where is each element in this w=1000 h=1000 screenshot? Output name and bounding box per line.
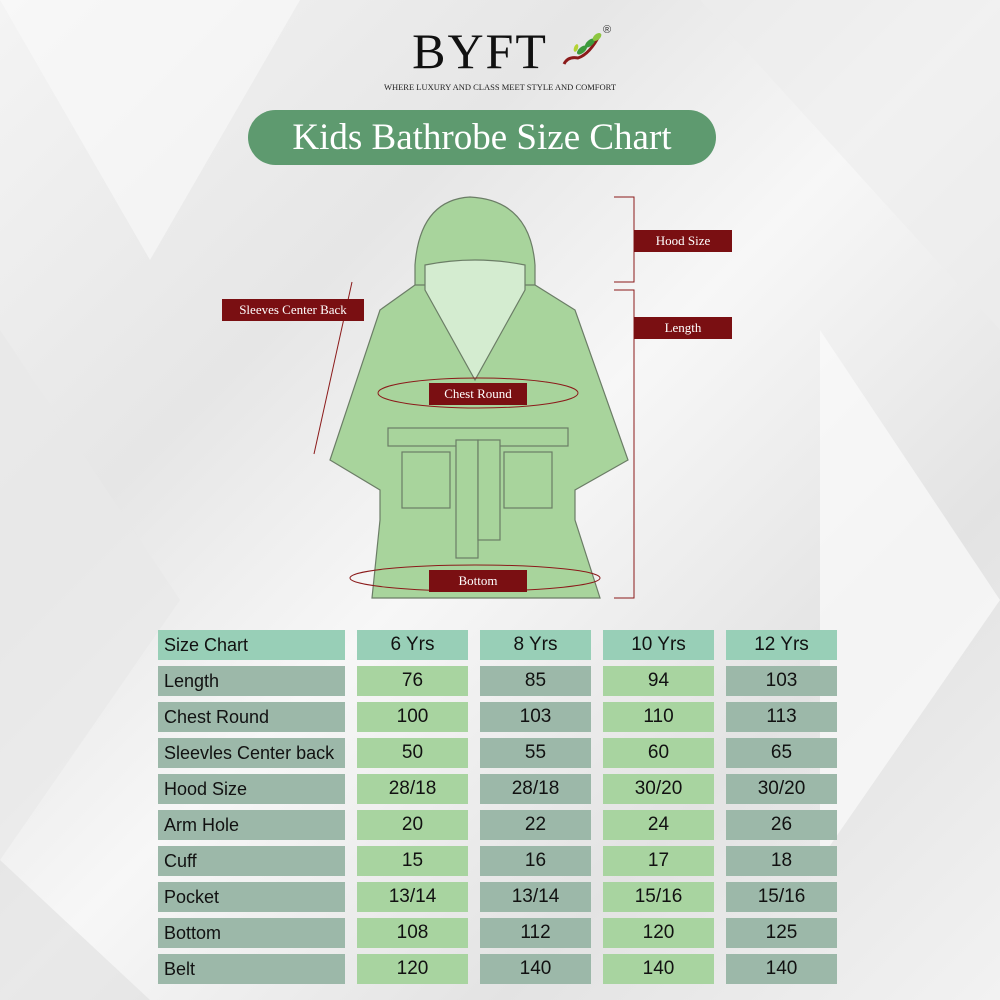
table-cell: 50 — [357, 738, 468, 768]
table-header-row: Size Chart 6 Yrs 8 Yrs 10 Yrs 12 Yrs — [158, 630, 837, 660]
table-cell: 94 — [603, 666, 714, 696]
table-cell: 140 — [726, 954, 837, 984]
row-label: Length — [158, 666, 345, 696]
table-cell: 108 — [357, 918, 468, 948]
table-cell: 60 — [603, 738, 714, 768]
row-label: Chest Round — [158, 702, 345, 732]
table-cell: 15 — [357, 846, 468, 876]
table-cell: 13/14 — [480, 882, 591, 912]
table-cell: 140 — [603, 954, 714, 984]
table-cell: 26 — [726, 810, 837, 840]
table-row: Cuff 15 16 17 18 — [158, 846, 837, 876]
header-cell: 12 Yrs — [726, 630, 837, 660]
table-cell: 65 — [726, 738, 837, 768]
table-cell: 103 — [480, 702, 591, 732]
table-row: Length 76 85 94 103 — [158, 666, 837, 696]
table-cell: 120 — [603, 918, 714, 948]
table-cell: 15/16 — [726, 882, 837, 912]
table-cell: 17 — [603, 846, 714, 876]
row-label: Sleevles Center back — [158, 738, 345, 768]
row-label: Belt — [158, 954, 345, 984]
label-sleeves-center-back: Sleeves Center Back — [222, 299, 364, 321]
table-row: Bottom 108 112 120 125 — [158, 918, 837, 948]
header-cell: 8 Yrs — [480, 630, 591, 660]
table-cell: 15/16 — [603, 882, 714, 912]
label-hood-size: Hood Size — [634, 230, 732, 252]
table-cell: 125 — [726, 918, 837, 948]
registered-mark: ® — [603, 24, 612, 36]
table-cell: 120 — [357, 954, 468, 984]
table-cell: 76 — [357, 666, 468, 696]
table-cell: 16 — [480, 846, 591, 876]
table-row: Chest Round 100 103 110 113 — [158, 702, 837, 732]
table-cell: 113 — [726, 702, 837, 732]
brand-name: BYFT — [412, 23, 548, 79]
table-cell: 18 — [726, 846, 837, 876]
table-cell: 20 — [357, 810, 468, 840]
row-label: Bottom — [158, 918, 345, 948]
size-chart-table: Size Chart 6 Yrs 8 Yrs 10 Yrs 12 Yrs Length 76… — [146, 624, 849, 990]
table-row: Hood Size 28/18 28/18 30/20 30/20 — [158, 774, 837, 804]
row-label: Hood Size — [158, 774, 345, 804]
table-cell: 103 — [726, 666, 837, 696]
table-cell: 55 — [480, 738, 591, 768]
table-cell: 30/20 — [603, 774, 714, 804]
table-row: Pocket 13/14 13/14 15/16 15/16 — [158, 882, 837, 912]
table-row: Arm Hole 20 22 24 26 — [158, 810, 837, 840]
table-row: Sleevles Center back 50 55 60 65 — [158, 738, 837, 768]
leaf-logo-icon — [562, 33, 602, 65]
header-label: Size Chart — [158, 630, 345, 660]
table-cell: 24 — [603, 810, 714, 840]
table-cell: 28/18 — [357, 774, 468, 804]
table-cell: 110 — [603, 702, 714, 732]
row-label: Arm Hole — [158, 810, 345, 840]
table-cell: 13/14 — [357, 882, 468, 912]
label-chest-round: Chest Round — [429, 383, 527, 405]
table-cell: 140 — [480, 954, 591, 984]
logo: BYFT — [0, 22, 1000, 80]
page-title: Kids Bathrobe Size Chart — [248, 110, 716, 165]
tagline: WHERE LUXURY AND CLASS MEET STYLE AND CO… — [383, 82, 617, 92]
table-cell: 28/18 — [480, 774, 591, 804]
label-bottom: Bottom — [429, 570, 527, 592]
bathrobe-diagram — [313, 196, 635, 599]
table-cell: 22 — [480, 810, 591, 840]
label-length: Length — [634, 317, 732, 339]
table-cell: 30/20 — [726, 774, 837, 804]
table-row: Belt 120 140 140 140 — [158, 954, 837, 984]
table-cell: 100 — [357, 702, 468, 732]
row-label: Cuff — [158, 846, 345, 876]
header-cell: 6 Yrs — [357, 630, 468, 660]
header-cell: 10 Yrs — [603, 630, 714, 660]
row-label: Pocket — [158, 882, 345, 912]
table-cell: 85 — [480, 666, 591, 696]
table-cell: 112 — [480, 918, 591, 948]
